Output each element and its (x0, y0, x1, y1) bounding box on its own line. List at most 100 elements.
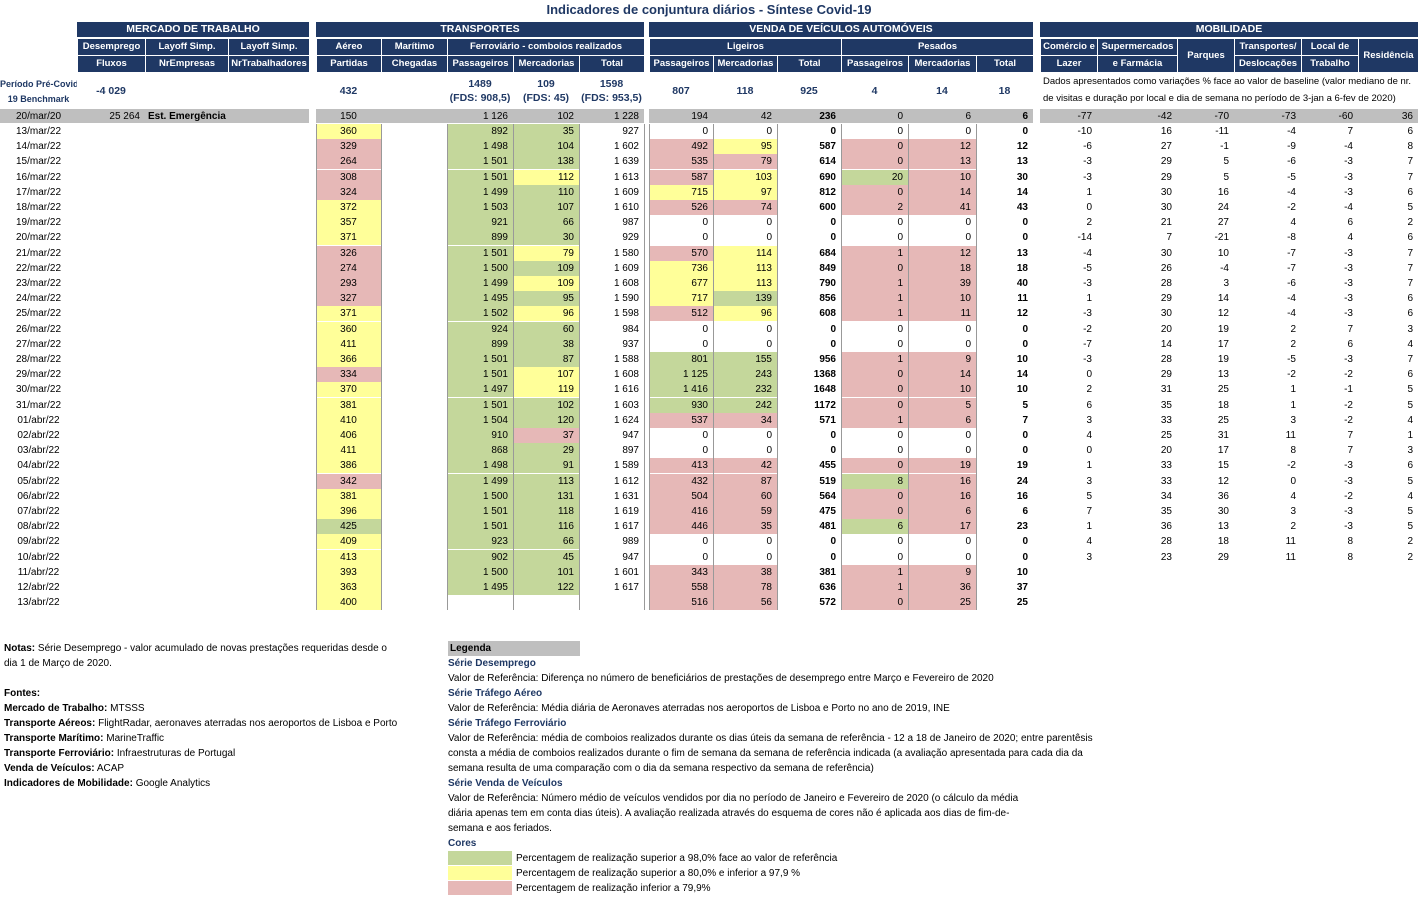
benchmark-pmerc: 14 (936, 85, 948, 97)
cell-pes-pass: 1 (841, 565, 908, 580)
cell-pes-pass: 0 (897, 217, 903, 228)
row-date: 14/mar/22 (15, 141, 62, 152)
cell-mob: 4 (1407, 491, 1413, 502)
cell-mob: 1 (1407, 430, 1413, 441)
cell-lig-pass: 432 (649, 474, 713, 489)
cell-pes-total: 23 (1016, 521, 1028, 532)
cell-mob: -11 (1215, 126, 1229, 137)
cell-mob: 30 (1160, 187, 1172, 198)
cell-pes-pass: 1 (841, 306, 908, 321)
ref-ltot: 236 (819, 111, 836, 122)
cell-ferro-merc: 95 (513, 291, 579, 306)
cell-mob: 11 (1285, 536, 1296, 547)
cell-mob: -4 (1344, 202, 1353, 213)
cell-pes-merc: 11 (908, 306, 976, 321)
cell-ferro-total: 929 (622, 232, 639, 243)
cell-ferro-pass: 1 498 (447, 458, 513, 473)
cell-pes-pass: 0 (897, 536, 903, 547)
column-separator (579, 124, 580, 610)
cell-mob: -10 (1077, 126, 1092, 137)
cell-mob: 34 (1160, 491, 1172, 502)
cell-ferro-merc: 37 (513, 428, 579, 443)
row-date: 31/mar/22 (15, 400, 62, 411)
cell-mob: 5 (1407, 476, 1413, 487)
cell-ferro-pass: 1 499 (447, 474, 513, 489)
cell-ferro-merc: 45 (513, 550, 579, 565)
benchmark-ferro-pass: 1489 (468, 78, 492, 90)
column-separator (381, 124, 382, 610)
cell-mob: 28 (1160, 536, 1172, 547)
cell-aereo: 329 (316, 139, 381, 154)
cell-lig-pass: 446 (649, 519, 713, 534)
header-pes-passageiros: Passageiros (841, 56, 908, 72)
cell-mob: 8 (1347, 536, 1353, 547)
cell-pes-total: 0 (1022, 126, 1028, 137)
cell-lig-pass: 717 (649, 291, 713, 306)
cell-mob: -4 (1287, 293, 1296, 304)
cell-mob: 8 (1290, 445, 1296, 456)
cell-pes-total: 40 (1016, 278, 1028, 289)
data-table: MERCADO DE TRABALHO TRANSPORTES VENDA DE V… (0, 20, 1418, 620)
row-date: 09/abr/22 (17, 536, 60, 547)
cell-ferro-pass: 1 501 (447, 504, 513, 519)
cell-lig-total: 455 (819, 460, 836, 471)
cell-lig-pass: 526 (649, 200, 713, 215)
cell-ferro-merc: 66 (513, 534, 579, 549)
cell-mob: 12 (1217, 308, 1229, 319)
cell-mob: 20 (1160, 324, 1172, 335)
cell-mob: 25 (1160, 430, 1172, 441)
row-date: 11/abr/22 (17, 567, 60, 578)
cell-ferro-merc: 109 (513, 261, 579, 276)
cell-ferro-merc: 122 (513, 580, 579, 595)
cell-pes-total: 5 (1022, 400, 1028, 411)
row-date: 20/mar/22 (15, 232, 62, 243)
cell-lig-pass: 0 (702, 232, 708, 243)
cell-ferro-total: 1 603 (613, 400, 639, 411)
cell-ferro-total: 937 (622, 339, 639, 350)
cell-lig-total: 381 (819, 567, 836, 578)
cell-lig-merc: 95 (713, 139, 777, 154)
column-separator (513, 124, 514, 610)
cell-ferro-total: 1 617 (613, 521, 639, 532)
cell-lig-merc: 0 (766, 217, 772, 228)
cell-pes-total: 0 (1022, 430, 1028, 441)
cell-lig-merc: 113 (713, 276, 777, 291)
cell-pes-merc: 18 (908, 261, 976, 276)
header-mob-comercio-2: Lazer (1040, 56, 1097, 72)
header-mob-parques: Parques (1177, 39, 1234, 72)
cell-mob: 6 (1086, 400, 1092, 411)
cell-lig-total: 0 (830, 324, 836, 335)
cell-lig-total: 0 (830, 552, 836, 563)
cell-pes-total: 10 (1016, 384, 1028, 395)
cell-mob: -5 (1083, 263, 1092, 274)
header-ferro-passageiros: Passageiros (447, 56, 513, 72)
cell-pes-merc: 9 (908, 565, 976, 580)
cell-lig-total: 481 (819, 521, 836, 532)
cell-pes-merc: 0 (965, 430, 971, 441)
cell-mob: -2 (1083, 324, 1092, 335)
cell-lig-merc: 38 (713, 565, 777, 580)
ref-ftot: 1 228 (613, 111, 639, 122)
cell-mob: -3 (1344, 156, 1353, 167)
cell-mob: -3 (1083, 172, 1092, 183)
cell-mob: 1 (1086, 521, 1092, 532)
cell-mob: 3 (1086, 476, 1092, 487)
cell-mob: 2 (1290, 339, 1296, 350)
cell-pes-merc: 17 (908, 519, 976, 534)
cell-mob: 2 (1086, 384, 1092, 395)
source-item: Mercado de Trabalho: MTSSS (4, 701, 404, 716)
cell-lig-merc: 0 (766, 536, 772, 547)
source-key: Transporte Ferroviário: (4, 748, 115, 759)
cell-pes-merc: 0 (965, 126, 971, 137)
row-date: 18/mar/22 (15, 202, 62, 213)
column-separator (644, 124, 645, 610)
benchmark-lpass: 807 (672, 85, 690, 97)
column-separator (976, 124, 977, 610)
ref-fpass: 1 126 (482, 111, 508, 122)
cell-lig-pass: 0 (702, 430, 708, 441)
cell-mob: 33 (1160, 415, 1172, 426)
cell-mob: 6 (1407, 308, 1413, 319)
notes-text-2: dia 1 de Março de 2020. (4, 658, 112, 669)
cell-lig-pass: 0 (702, 445, 708, 456)
ref-mob-1: -42 (1157, 111, 1172, 122)
